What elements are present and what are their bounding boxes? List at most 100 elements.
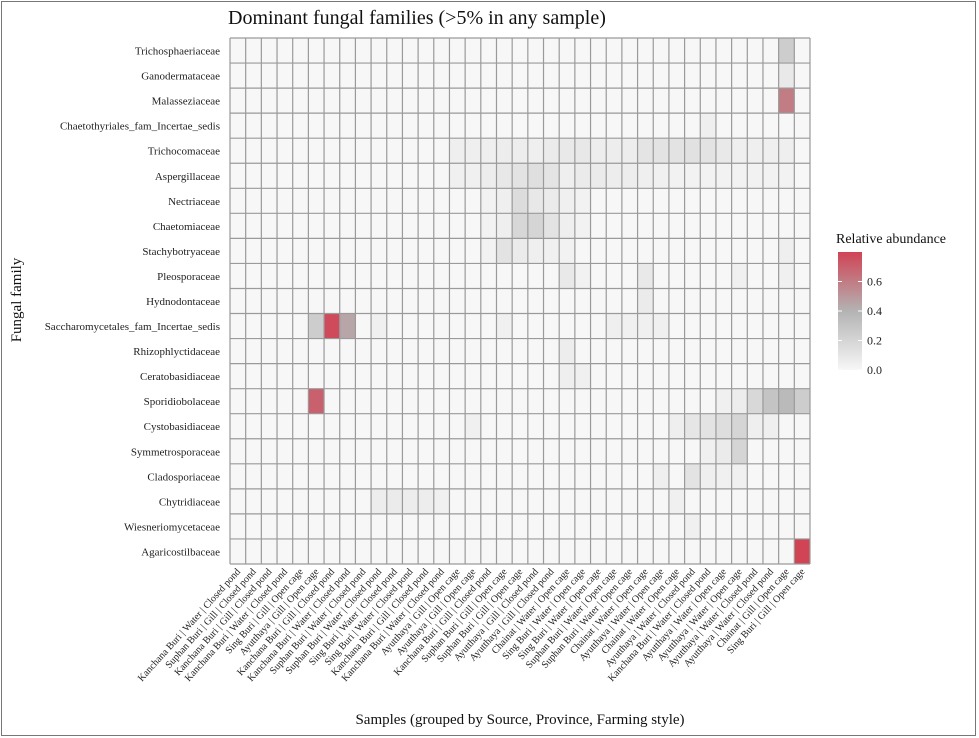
heatmap-cell	[496, 238, 513, 264]
heatmap-cell	[277, 238, 293, 264]
heatmap-cell	[480, 38, 497, 64]
heatmap-cell	[449, 388, 466, 414]
heatmap-cell	[496, 538, 513, 564]
heatmap-cell	[465, 313, 481, 339]
heatmap-cell	[512, 463, 528, 489]
heatmap-cell	[621, 413, 638, 439]
heatmap-cell	[684, 113, 701, 139]
heatmap-cell	[512, 513, 528, 539]
heatmap-cell	[324, 313, 340, 339]
heatmap-cell	[762, 363, 779, 389]
heatmap-cell	[512, 63, 528, 89]
heatmap-cell	[731, 138, 748, 164]
heatmap-cell	[386, 338, 403, 364]
heatmap-cell	[762, 513, 779, 539]
heatmap-cell	[747, 113, 763, 139]
heatmap-cell	[543, 63, 560, 89]
legend-tick-label: 0.4	[867, 304, 882, 318]
heatmap-cell	[339, 288, 356, 314]
heatmap-cell	[324, 63, 340, 89]
heatmap-cell	[668, 238, 685, 264]
heatmap-cell	[355, 63, 372, 89]
heatmap-cell	[308, 238, 325, 264]
heatmap-cell	[684, 63, 701, 89]
heatmap-cell	[731, 38, 748, 64]
heatmap-cell	[230, 188, 246, 214]
heatmap-cell	[512, 288, 528, 314]
heatmap-cell	[606, 438, 622, 464]
heatmap-cell	[433, 388, 450, 414]
heatmap-cell	[559, 213, 575, 239]
heatmap-cell	[668, 263, 685, 289]
heatmap-cell	[637, 538, 654, 564]
heatmap-cell	[324, 463, 340, 489]
heatmap-cell	[355, 263, 372, 289]
heatmap-cell	[292, 263, 309, 289]
heatmap-cell	[527, 163, 544, 189]
heatmap-cell	[731, 238, 748, 264]
heatmap-cell	[308, 438, 325, 464]
heatmap-cell	[230, 413, 246, 439]
heatmap-cell	[794, 538, 810, 564]
heatmap-cell	[339, 338, 356, 364]
heatmap-cell	[371, 238, 387, 264]
heatmap-cell	[715, 113, 732, 139]
heatmap-cell	[778, 263, 795, 289]
heatmap-cell	[371, 63, 387, 89]
heatmap-cell	[261, 538, 278, 564]
heatmap-cell	[449, 163, 466, 189]
heatmap-cell	[371, 163, 387, 189]
heatmap-cell	[668, 488, 685, 514]
heatmap-cell	[527, 213, 544, 239]
heatmap-cell	[465, 113, 481, 139]
heatmap-cell	[637, 88, 654, 114]
heatmap-cell	[653, 338, 669, 364]
heatmap-cell	[527, 538, 544, 564]
heatmap-cell	[590, 388, 607, 414]
heatmap-cell	[574, 88, 591, 114]
heatmap-cell	[339, 88, 356, 114]
heatmap-cell	[433, 313, 450, 339]
heatmap-cell	[433, 163, 450, 189]
heatmap-cell	[653, 163, 669, 189]
heatmap-cell	[402, 513, 419, 539]
heatmap-cell	[684, 438, 701, 464]
heatmap-cell	[543, 363, 560, 389]
heatmap-cell	[277, 463, 293, 489]
heatmap-cell	[621, 63, 638, 89]
heatmap-cell	[543, 238, 560, 264]
heatmap-cell	[543, 288, 560, 314]
heatmap-cell	[794, 38, 810, 64]
heatmap-cell	[731, 188, 748, 214]
heatmap-cell	[230, 138, 246, 164]
heatmap-cell	[715, 538, 732, 564]
heatmap-cell	[653, 88, 669, 114]
heatmap-cell	[449, 338, 466, 364]
heatmap-cell	[496, 363, 513, 389]
y-tick-label: Chaetomiaceae	[153, 221, 220, 233]
heatmap-cell	[747, 338, 763, 364]
heatmap-cell	[230, 313, 246, 339]
heatmap-cell	[371, 38, 387, 64]
y-tick-label: Stachybotryaceae	[142, 246, 220, 258]
heatmap-cell	[637, 138, 654, 164]
heatmap-cell	[355, 188, 372, 214]
heatmap-cell	[653, 113, 669, 139]
heatmap-cell	[418, 163, 434, 189]
heatmap-cell	[324, 438, 340, 464]
heatmap-cell	[355, 363, 372, 389]
heatmap-cell	[292, 313, 309, 339]
heatmap-cell	[355, 113, 372, 139]
heatmap-cell	[731, 263, 748, 289]
heatmap-cell	[559, 63, 575, 89]
heatmap-cell	[355, 288, 372, 314]
heatmap-cell	[606, 313, 622, 339]
heatmap-cell	[308, 363, 325, 389]
heatmap-cell	[606, 188, 622, 214]
heatmap-cell	[762, 113, 779, 139]
heatmap-cell	[747, 288, 763, 314]
heatmap-cell	[778, 488, 795, 514]
heatmap-cell	[700, 38, 716, 64]
heatmap-cell	[480, 113, 497, 139]
heatmap-cell	[747, 138, 763, 164]
